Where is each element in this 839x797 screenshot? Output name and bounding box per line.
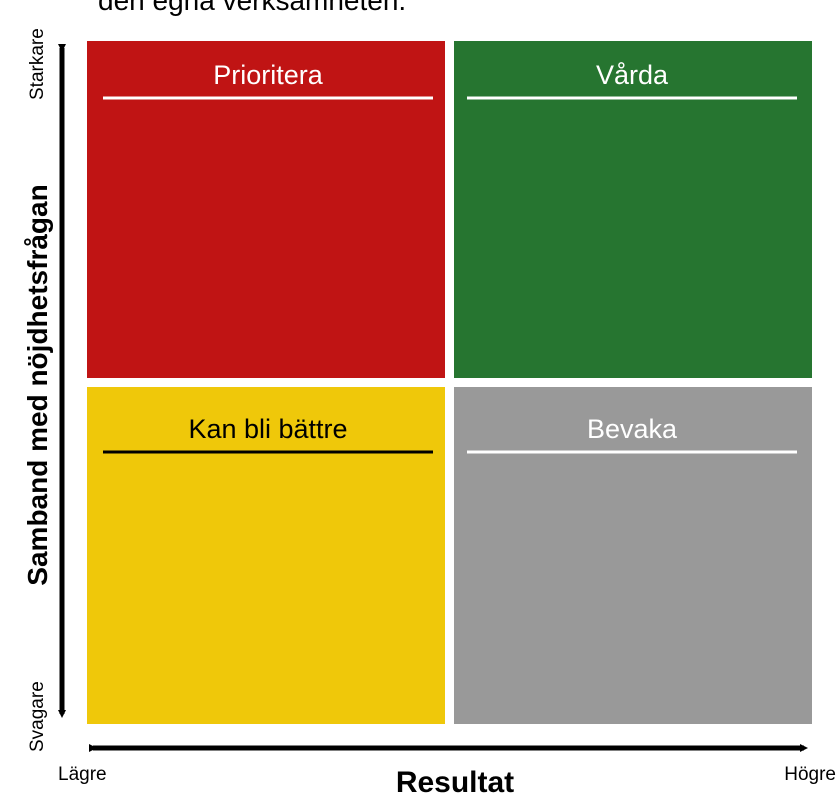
quadrant-title: Vårda: [596, 60, 669, 90]
x-axis-label: Resultat: [396, 766, 514, 797]
header-text: den egna verksamheten.: [98, 0, 406, 16]
quadrant-varda: [454, 41, 812, 378]
x-axis-right: Högre: [784, 764, 836, 785]
quadrant-bevaka: [454, 387, 812, 724]
quadrant-prioritera: [87, 41, 445, 378]
y-axis-label: Samband med nöjdhetsfrågan: [22, 184, 53, 585]
x-axis-left: Lägre: [58, 764, 107, 785]
y-axis-top: Starkare: [27, 28, 48, 100]
quadrant-title: Prioritera: [213, 60, 324, 90]
quadrant-kan-bli-battre: [87, 387, 445, 724]
quadrant-title: Kan bli bättre: [188, 414, 347, 444]
quadrant-title: Bevaka: [587, 414, 678, 444]
y-axis-bottom: Svagare: [27, 681, 48, 752]
